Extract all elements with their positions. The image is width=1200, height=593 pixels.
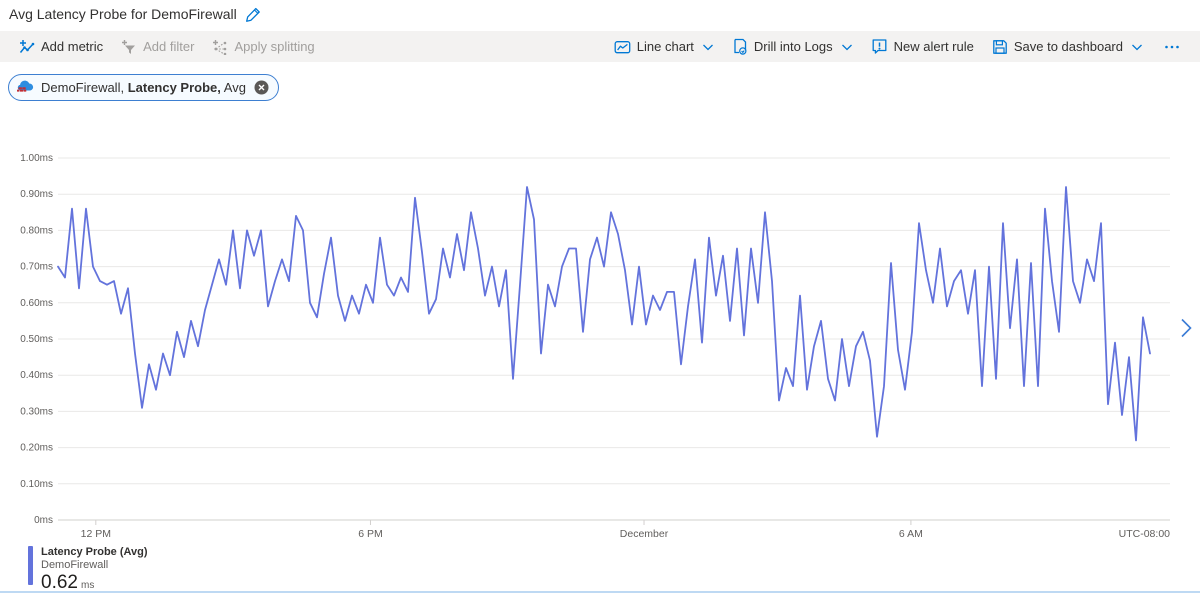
y-axis-tick-label: 1.00ms <box>20 153 53 164</box>
apply-splitting-icon <box>212 39 228 55</box>
y-axis-tick-label: 0.90ms <box>20 189 53 200</box>
add-metric-button[interactable]: Add metric <box>10 31 112 62</box>
y-axis-tick-label: 0.20ms <box>20 443 53 454</box>
y-axis-tick-label: 0.50ms <box>20 334 53 345</box>
latency-probe-series-line <box>57 186 1151 442</box>
toolbar-button-label: Apply splitting <box>234 39 315 54</box>
add-filter-button: Add filter <box>112 31 203 62</box>
bottom-divider <box>0 591 1200 593</box>
metric-pill-row: DemoFirewall, Latency Probe, Avg <box>8 74 279 101</box>
y-axis-tick-label: 0.10ms <box>20 479 53 490</box>
add-filter-icon <box>121 39 137 55</box>
chevron-down-icon <box>702 41 714 53</box>
apply-splitting-button: Apply splitting <box>203 31 323 62</box>
legend-resource-name: DemoFirewall <box>41 558 109 571</box>
y-axis-tick-label: 0.60ms <box>20 298 53 309</box>
toolbar-button-label: Save to dashboard <box>1013 39 1123 54</box>
chevron-down-icon <box>1131 41 1143 53</box>
save-to-dashboard-icon <box>992 39 1008 55</box>
toolbar-button-label: New alert rule <box>893 39 974 54</box>
edit-title-icon[interactable] <box>245 6 262 23</box>
chart-scroll-next-button[interactable] <box>1180 317 1198 343</box>
y-axis-tick-label: 0.30ms <box>20 406 53 417</box>
legend-unit: ms <box>80 580 95 592</box>
page-title: Avg Latency Probe for DemoFirewall <box>9 6 237 22</box>
remove-metric-icon[interactable] <box>254 80 269 95</box>
y-axis-tick-label: 0ms <box>34 515 53 526</box>
chart-legend: Latency Probe (Avg) DemoFirewall 0.62 ms <box>28 546 148 593</box>
firewall-icon <box>17 79 35 96</box>
legend-metric-name: Latency Probe (Avg) <box>41 546 148 558</box>
legend-text-block: Latency Probe (Avg) DemoFirewall 0.62 ms <box>41 546 148 593</box>
metrics-chart: 1.00ms 0.90ms 0.80ms 0.70ms 0.60ms 0.50ms 0.40… <box>0 132 1200 542</box>
timezone-label: UTC-08:00 <box>1119 528 1171 540</box>
x-axis-tick-label: 6 PM <box>358 528 383 540</box>
metrics-toolbar: Add metric Add filter Apply splitting Line… <box>0 31 1200 62</box>
toolbar-button-label: Line chart <box>636 39 694 54</box>
new-alert-rule-icon <box>871 38 888 55</box>
toolbar-left-group: Add metric Add filter Apply splitting <box>10 31 324 62</box>
drill-into-logs-icon <box>732 38 748 55</box>
y-axis-tick-label: 0.40ms <box>20 370 53 381</box>
pill-aggregation: Avg <box>220 80 246 95</box>
save-to-dashboard-button[interactable]: Save to dashboard <box>983 31 1152 62</box>
x-axis-tick-label: December <box>620 528 669 540</box>
metric-pill[interactable]: DemoFirewall, Latency Probe, Avg <box>8 74 279 101</box>
drill-into-logs-button[interactable]: Drill into Logs <box>723 31 862 62</box>
toolbar-right-group: Line chart Drill into Logs New alert rule S… <box>605 31 1186 62</box>
new-alert-rule-button[interactable]: New alert rule <box>862 31 983 62</box>
metric-pill-label: DemoFirewall, Latency Probe, Avg <box>41 80 246 95</box>
more-options-button[interactable] <box>1152 31 1186 62</box>
legend-value-row: 0.62 ms <box>41 572 148 593</box>
chevron-down-icon <box>841 41 853 53</box>
chevron-right-icon <box>1180 317 1193 344</box>
toolbar-button-label: Drill into Logs <box>753 39 833 54</box>
line-chart-icon <box>614 39 631 55</box>
pill-resource: DemoFirewall, <box>41 80 128 95</box>
add-metric-icon <box>19 39 35 55</box>
legend-color-bar <box>28 546 33 585</box>
toolbar-button-label: Add filter <box>143 39 195 54</box>
ellipsis-icon <box>1164 39 1180 55</box>
legend-avg-value: 0.62 <box>41 572 78 593</box>
chart-type-button[interactable]: Line chart <box>605 31 723 62</box>
y-axis-tick-label: 0.70ms <box>20 262 53 273</box>
chart-title-row: Avg Latency Probe for DemoFirewall <box>9 5 262 23</box>
toolbar-button-label: Add metric <box>41 39 104 54</box>
x-axis-tick-label: 6 AM <box>899 528 923 540</box>
x-axis-tick-label: 12 PM <box>81 528 111 540</box>
line-chart-svg: 1.00ms 0.90ms 0.80ms 0.70ms 0.60ms 0.50ms 0.40… <box>20 153 1171 540</box>
y-axis-tick-label: 0.80ms <box>20 225 53 236</box>
pill-metric: Latency Probe, <box>127 80 221 95</box>
